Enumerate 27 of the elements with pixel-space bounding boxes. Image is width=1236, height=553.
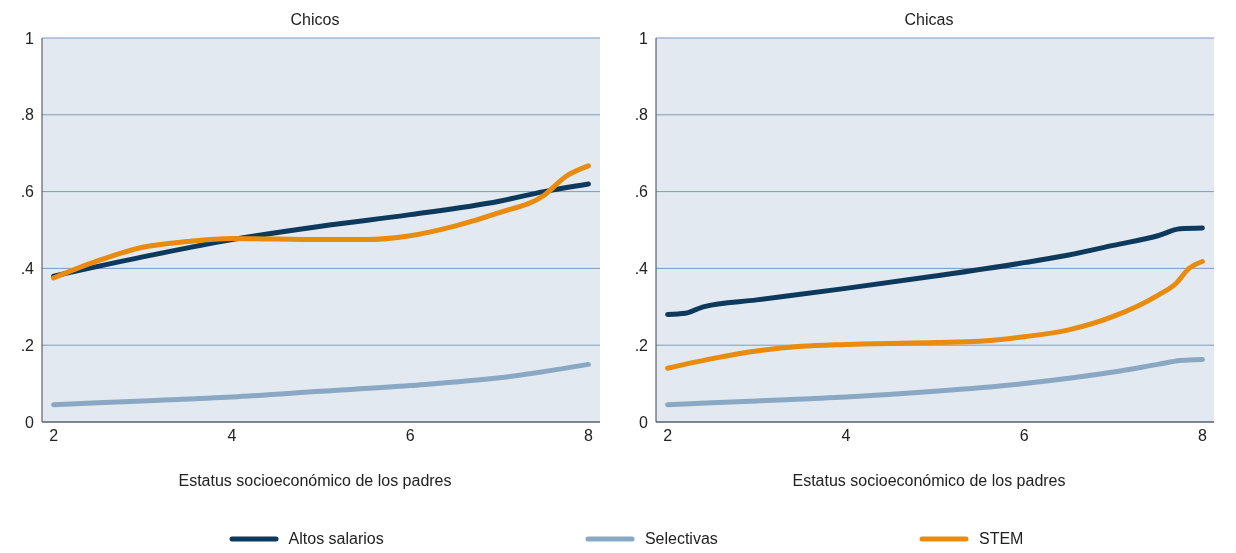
x-tick-label: 6 — [1019, 427, 1029, 445]
y-tick-label: .8 — [634, 106, 649, 124]
y-tick-label: 1 — [639, 29, 649, 47]
x-tick-label: 6 — [405, 427, 415, 445]
x-tick-label: 4 — [227, 427, 237, 445]
x-axis-title: Estatus socioeconómico de los padres — [791, 472, 1067, 490]
y-tick-label: 0 — [639, 413, 649, 431]
chart-title: Chicos — [290, 11, 340, 28]
legend-label: STEM — [978, 530, 1024, 548]
x-tick-label: 2 — [663, 427, 673, 445]
y-tick-label: .6 — [634, 183, 649, 201]
x-tick-label: 8 — [1197, 427, 1207, 445]
y-tick-label: .6 — [20, 183, 35, 201]
y-tick-label: .4 — [20, 260, 35, 278]
y-tick-label: .8 — [20, 106, 35, 124]
y-tick-label: .2 — [634, 336, 649, 354]
y-tick-label: 1 — [25, 29, 35, 47]
chart-title: Chicas — [904, 11, 954, 28]
legend-label: Selectivas — [644, 530, 718, 548]
legend-label: Altos salarios — [288, 530, 384, 548]
y-tick-label: 0 — [25, 413, 35, 431]
x-tick-label: 2 — [49, 427, 59, 445]
x-axis-title: Estatus socioeconómico de los padres — [177, 472, 453, 490]
x-tick-label: 8 — [583, 427, 593, 445]
y-tick-label: .4 — [634, 260, 649, 278]
x-tick-label: 4 — [841, 427, 851, 445]
y-tick-label: .2 — [20, 336, 35, 354]
